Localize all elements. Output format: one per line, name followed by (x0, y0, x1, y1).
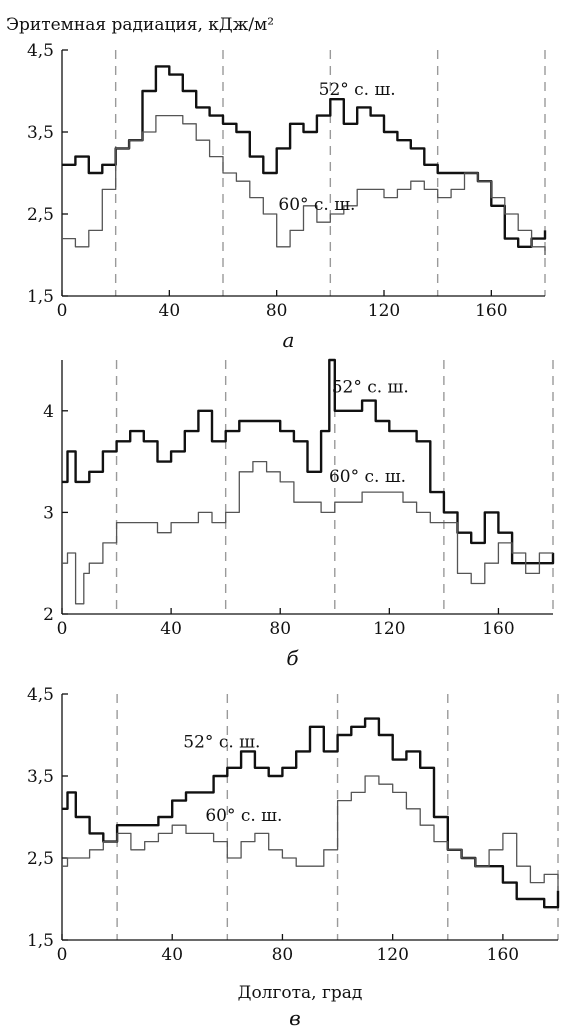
y-tick-label: 4,5 (27, 41, 54, 61)
y-tick-label: 2,5 (27, 849, 54, 869)
figure-ylabel: Эритемная радиация, кДж/м² (6, 15, 274, 35)
series-line-52n (62, 358, 555, 565)
x-tick-label: 40 (161, 945, 183, 965)
x-tick-label: 80 (269, 619, 291, 639)
y-tick-label: 2,5 (27, 205, 54, 225)
series-annotation: 52° с. ш. (319, 80, 396, 100)
panel-letter: в (289, 1006, 301, 1030)
series-line-60n (62, 775, 559, 891)
y-tick-label: 3,5 (27, 767, 54, 787)
x-tick-label: 40 (160, 619, 182, 639)
x-tick-label: 0 (57, 945, 68, 965)
y-tick-label: 3,5 (27, 123, 54, 143)
panel-letter: а (283, 328, 295, 352)
x-tick-label: 160 (475, 301, 507, 321)
x-tick-label: 120 (368, 301, 400, 321)
y-tick-label: 4,5 (27, 685, 54, 705)
y-tick-label: 1,5 (27, 931, 54, 951)
figure-xlabel: Долгота, град (238, 983, 363, 1003)
x-tick-label: 160 (487, 945, 519, 965)
x-tick-label: 40 (159, 301, 181, 321)
y-tick-label: 4 (43, 402, 54, 422)
x-tick-label: 0 (57, 619, 68, 639)
x-tick-label: 0 (57, 301, 68, 321)
y-tick-label: 3 (43, 503, 54, 523)
x-tick-label: 120 (373, 619, 405, 639)
series-annotation: 52° с. ш. (332, 378, 409, 398)
series-line-60n (62, 460, 553, 605)
series-annotation: 60° с. ш. (205, 806, 282, 826)
y-tick-label: 2 (43, 605, 54, 625)
x-tick-label: 80 (272, 945, 294, 965)
series-annotation: 60° с. ш. (329, 467, 406, 487)
x-tick-label: 160 (482, 619, 514, 639)
y-tick-label: 1,5 (27, 287, 54, 307)
series-line-52n (62, 717, 560, 909)
series-annotation: 52° с. ш. (183, 732, 260, 752)
panel-letter: б (286, 646, 299, 670)
x-tick-label: 80 (266, 301, 288, 321)
series-annotation: 60° с. ш. (278, 195, 355, 215)
x-tick-label: 120 (376, 945, 408, 965)
series-line-60n (62, 114, 546, 255)
